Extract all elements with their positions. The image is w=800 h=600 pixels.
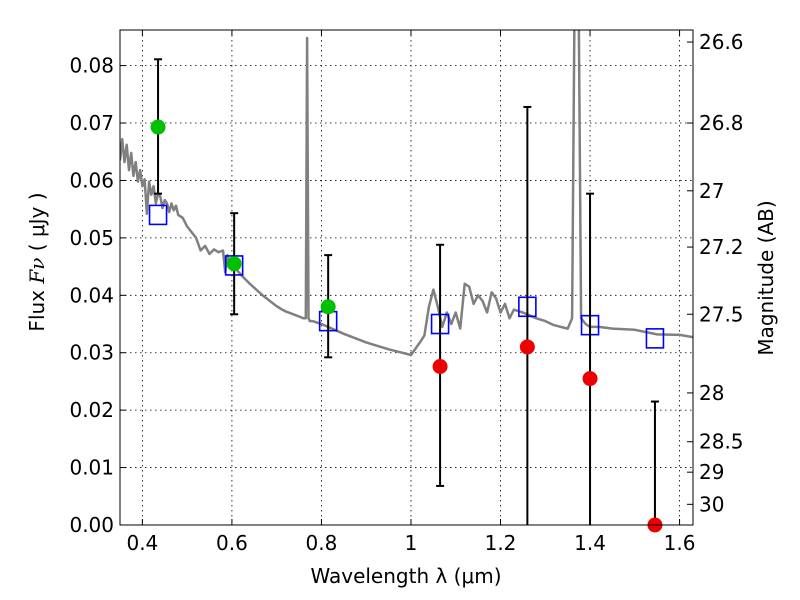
y-tick-label: 0.07 xyxy=(69,111,114,135)
y2-tick-label: 28 xyxy=(699,381,724,405)
y-axis-label-lead: Flux xyxy=(25,284,49,332)
detection-point xyxy=(150,119,166,135)
model-band-square xyxy=(645,328,665,349)
y-tick-label: 0.08 xyxy=(69,54,114,78)
x-tick-label: 1.6 xyxy=(664,531,696,555)
x-tick-label: 0.8 xyxy=(306,531,338,555)
y-axis-label-symbol: Fν xyxy=(25,258,49,285)
x-tick-label: 1.2 xyxy=(485,531,517,555)
x-tick-label: 0.4 xyxy=(126,531,158,555)
y2-tick-label: 27.5 xyxy=(699,302,744,326)
y2-tick-label: 29 xyxy=(699,460,724,484)
y2-axis-label: Magnitude (AB) xyxy=(754,200,778,355)
errorbar-layer xyxy=(150,58,663,533)
x-tick-label: 1.4 xyxy=(574,531,606,555)
y2-tick-label: 30 xyxy=(699,492,724,516)
y-tick-label: 0.06 xyxy=(69,168,114,192)
y-axis-label: Flux Fν ( μJy ) xyxy=(25,192,49,331)
y2-tick-label: 26.6 xyxy=(699,30,744,54)
x-axis-label: Wavelength λ (μm) xyxy=(310,564,501,588)
non-detection-point xyxy=(582,371,598,387)
y-tick-label: 0.00 xyxy=(69,513,114,537)
y-tick-label: 0.02 xyxy=(69,398,114,422)
x-tick-label: 0.6 xyxy=(216,531,248,555)
y-axis-label-trail: ( μJy ) xyxy=(25,192,49,257)
detection-point xyxy=(320,299,336,315)
detection-point xyxy=(226,256,242,272)
non-detection-point xyxy=(432,359,448,375)
y-tick-label: 0.01 xyxy=(69,456,114,480)
y-tick-label: 0.03 xyxy=(69,341,114,365)
y-tick-label: 0.04 xyxy=(69,283,114,307)
y2-tick-label: 27 xyxy=(699,179,724,203)
y2-tick-label: 26.8 xyxy=(699,111,744,135)
y-tick-label: 0.05 xyxy=(69,226,114,250)
spectrum-line xyxy=(120,30,693,357)
y2-tick-label: 27.2 xyxy=(699,235,744,259)
non-detection-point xyxy=(519,339,535,355)
model-band-square xyxy=(148,204,168,226)
y2-tick-label: 28.5 xyxy=(699,430,744,454)
plot-frame xyxy=(119,29,694,526)
tick-layer: 0.4 0.6 0.8 1 1.2 1.4 1.6 0.00 0.01 0.02 0.03 0.04 0… xyxy=(69,30,744,555)
x-tick-label: 1 xyxy=(405,531,418,555)
